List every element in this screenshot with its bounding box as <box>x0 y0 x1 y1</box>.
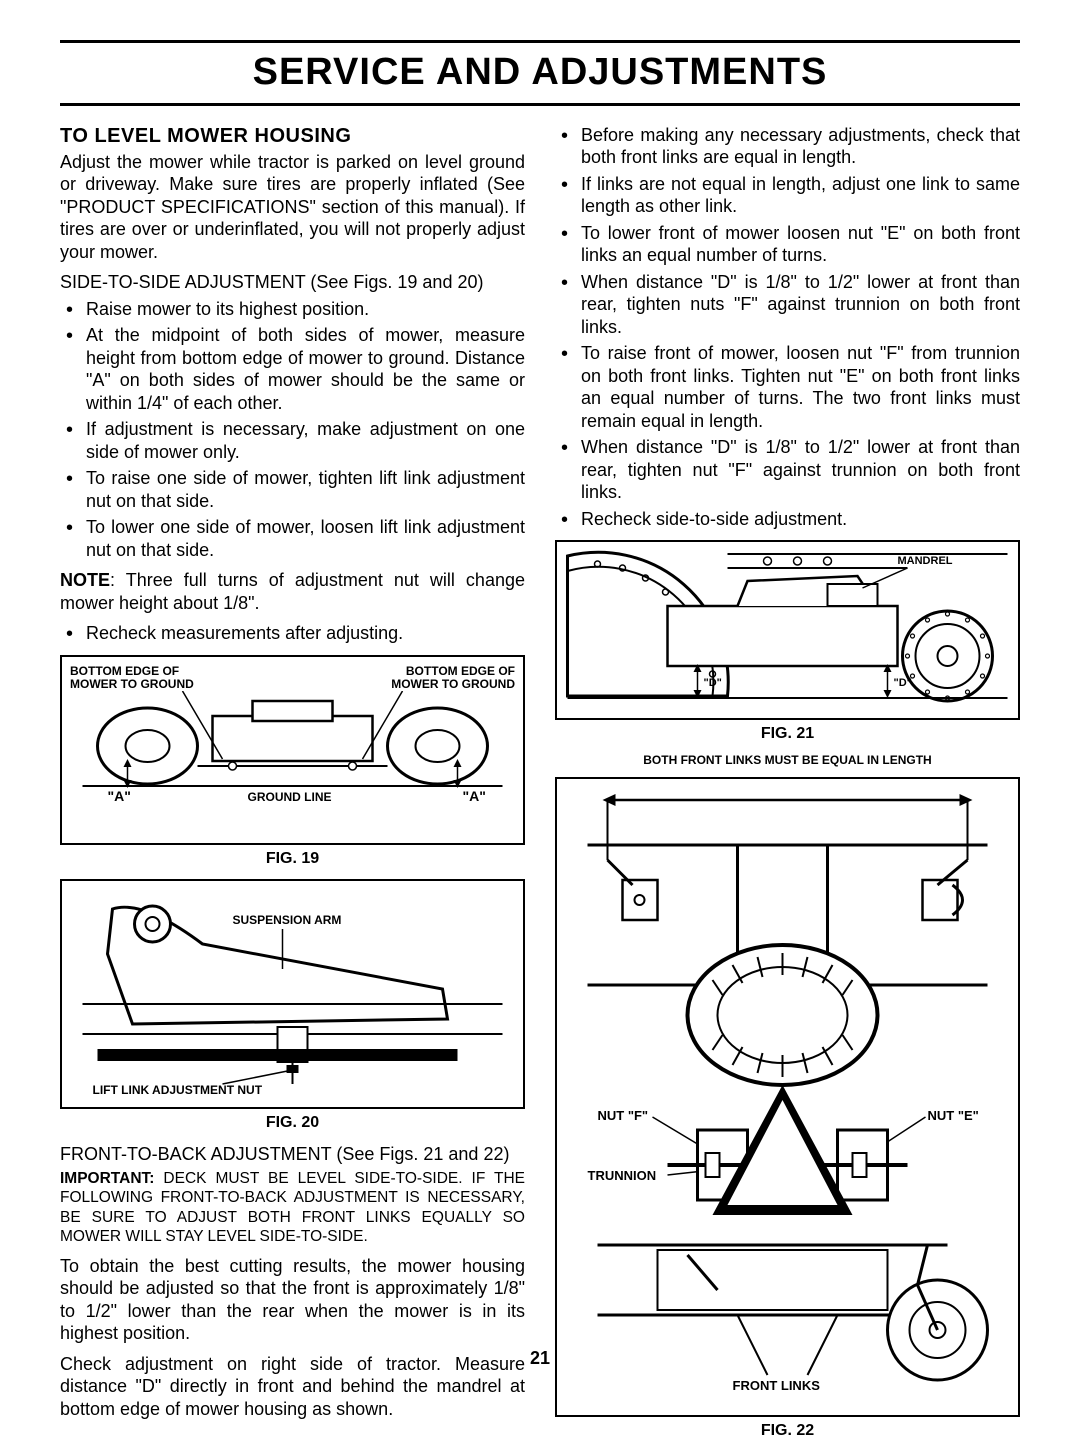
list-item: To raise front of mower, loosen nut "F" … <box>555 342 1020 432</box>
fig21-diagram: MANDREL "D" "D" <box>561 546 1014 714</box>
fig19-box: BOTTOM EDGE OF MOWER TO GROUND BOTTOM ED… <box>60 655 525 845</box>
important-para: IMPORTANT: DECK MUST BE LEVEL SIDE-TO-SI… <box>60 1169 525 1247</box>
fig21-box: MANDREL "D" "D" <box>555 540 1020 720</box>
svg-text:MANDREL: MANDREL <box>898 555 953 567</box>
svg-text:"D": "D" <box>894 677 912 689</box>
fig22-diagram: NUT "F" NUT "E" TRUNNION <box>563 785 1012 1409</box>
fig19-label-right: BOTTOM EDGE OF MOWER TO GROUND <box>385 665 515 691</box>
fig22-header: BOTH FRONT LINKS MUST BE EQUAL IN LENGTH <box>555 754 1020 767</box>
fig19-diagram: "A" "A" GROUND LINE <box>70 691 515 811</box>
bottom-rule <box>60 103 1020 106</box>
list-item: Recheck measurements after adjusting. <box>60 622 525 645</box>
list-item: If links are not equal in length, adjust… <box>555 173 1020 218</box>
svg-text:FRONT LINKS: FRONT LINKS <box>733 1378 821 1393</box>
svg-text:GROUND LINE: GROUND LINE <box>248 790 332 804</box>
svg-text:LIFT LINK ADJUSTMENT NUT: LIFT LINK ADJUSTMENT NUT <box>93 1083 263 1097</box>
recheck-list: Recheck measurements after adjusting. <box>60 622 525 645</box>
svg-text:TRUNNION: TRUNNION <box>588 1168 657 1183</box>
svg-text:NUT "F": NUT "F" <box>598 1108 649 1123</box>
fig19-label-left: BOTTOM EDGE OF MOWER TO GROUND <box>70 665 200 691</box>
list-item: Raise mower to its highest position. <box>60 298 525 321</box>
top-rule <box>60 40 1020 43</box>
svg-text:NUT "E": NUT "E" <box>928 1108 979 1123</box>
list-item: To lower front of mower loosen nut "E" o… <box>555 222 1020 267</box>
side-adj-title: SIDE-TO-SIDE ADJUSTMENT (See Figs. 19 an… <box>60 271 525 294</box>
fig20-box: SUSPENSION ARM LIFT LINK ADJUSTMENT NUT <box>60 879 525 1109</box>
svg-text:"D": "D" <box>704 677 722 689</box>
page-title: SERVICE AND ADJUSTMENTS <box>60 47 1020 99</box>
ftb-p1: To obtain the best cutting results, the … <box>60 1255 525 1345</box>
page-number: 21 <box>0 1347 1080 1370</box>
fig19-caption: FIG. 19 <box>60 849 525 869</box>
content-columns: TO LEVEL MOWER HOUSING Adjust the mower … <box>60 124 1020 1451</box>
list-item: Recheck side-to-side adjustment. <box>555 508 1020 531</box>
fig22-caption: FIG. 22 <box>555 1421 1020 1441</box>
intro-para: Adjust the mower while tractor is parked… <box>60 151 525 264</box>
list-item: When distance "D" is 1/8" to 1/2" lower … <box>555 436 1020 504</box>
right-bullet-list: Before making any necessary adjustments,… <box>555 124 1020 531</box>
note-text: : Three full turns of adjustment nut wil… <box>60 570 525 613</box>
list-item: When distance "D" is 1/8" to 1/2" lower … <box>555 271 1020 339</box>
list-item: Before making any necessary adjustments,… <box>555 124 1020 169</box>
svg-text:"A": "A" <box>108 788 131 804</box>
list-item: To raise one side of mower, tighten lift… <box>60 467 525 512</box>
ftb-title: FRONT-TO-BACK ADJUSTMENT (See Figs. 21 a… <box>60 1143 525 1166</box>
right-column: Before making any necessary adjustments,… <box>555 124 1020 1451</box>
list-item: If adjustment is necessary, make adjustm… <box>60 418 525 463</box>
fig20-diagram: SUSPENSION ARM LIFT LINK ADJUSTMENT NUT <box>70 889 515 1099</box>
side-bullet-list: Raise mower to its highest position. At … <box>60 298 525 562</box>
list-item: At the midpoint of both sides of mower, … <box>60 324 525 414</box>
important-label: IMPORTANT: <box>60 1170 154 1187</box>
note-label: NOTE <box>60 570 110 590</box>
list-item: To lower one side of mower, loosen lift … <box>60 516 525 561</box>
svg-text:SUSPENSION ARM: SUSPENSION ARM <box>233 913 342 927</box>
fig20-caption: FIG. 20 <box>60 1113 525 1133</box>
note-para: NOTE: Three full turns of adjustment nut… <box>60 569 525 614</box>
fig21-caption: FIG. 21 <box>555 724 1020 744</box>
fig22-box: NUT "F" NUT "E" TRUNNION <box>555 777 1020 1417</box>
left-column: TO LEVEL MOWER HOUSING Adjust the mower … <box>60 124 525 1451</box>
svg-text:"A": "A" <box>463 788 486 804</box>
section-heading: TO LEVEL MOWER HOUSING <box>60 124 525 149</box>
